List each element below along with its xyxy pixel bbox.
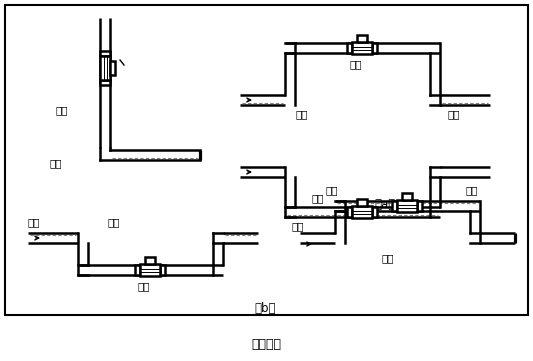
Bar xyxy=(392,201,397,211)
Text: 正确: 正确 xyxy=(55,105,68,115)
Text: 气泡: 气泡 xyxy=(108,217,120,227)
Bar xyxy=(5,5,528,315)
Text: 液体: 液体 xyxy=(295,109,308,119)
Bar xyxy=(140,264,160,276)
Text: 正确: 正确 xyxy=(350,59,362,69)
Text: 液体: 液体 xyxy=(50,158,62,168)
Bar xyxy=(347,43,352,53)
Text: 气泡: 气泡 xyxy=(465,185,478,195)
Bar xyxy=(352,206,372,218)
Bar xyxy=(372,43,377,53)
Bar xyxy=(145,257,155,264)
Bar xyxy=(110,61,115,75)
Bar xyxy=(160,265,165,275)
Bar xyxy=(417,201,422,211)
Text: （b）: （b） xyxy=(254,301,276,314)
Bar xyxy=(100,56,110,80)
Bar xyxy=(352,42,372,54)
Text: 液体: 液体 xyxy=(447,109,459,119)
Bar xyxy=(397,200,417,212)
Bar xyxy=(357,35,367,42)
Text: 错误: 错误 xyxy=(382,253,394,263)
Bar xyxy=(402,193,412,200)
Bar xyxy=(372,207,377,217)
Text: 液体: 液体 xyxy=(292,221,304,231)
Text: 气泡: 气泡 xyxy=(28,217,41,227)
Bar xyxy=(135,265,140,275)
Bar xyxy=(100,51,110,56)
Text: （a）: （a） xyxy=(374,199,395,212)
Text: 错误: 错误 xyxy=(312,193,325,203)
Bar xyxy=(347,207,352,217)
Bar xyxy=(100,80,110,85)
Text: 气泡: 气泡 xyxy=(325,185,337,195)
Text: 正确: 正确 xyxy=(138,281,150,291)
Bar xyxy=(357,199,367,206)
Text: 图（四）: 图（四） xyxy=(251,339,281,352)
